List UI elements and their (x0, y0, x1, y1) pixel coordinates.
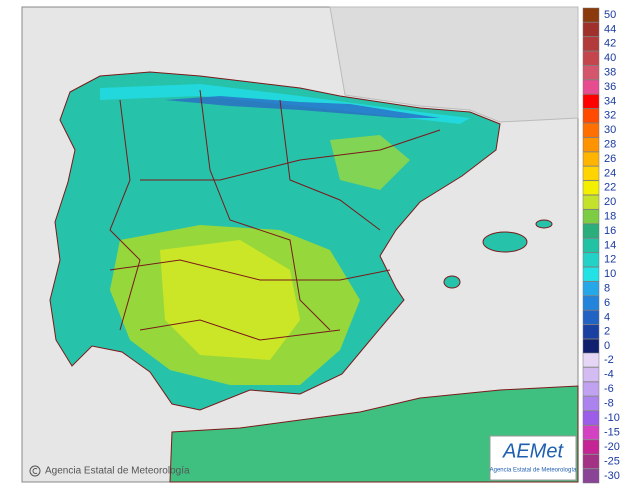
legend-swatch (582, 166, 600, 181)
legend-label: 22 (604, 182, 616, 194)
copyright-icon (29, 465, 41, 477)
logo-subtitle: Agencia Estatal de Meteorología (490, 468, 577, 474)
legend-label: 14 (604, 239, 616, 251)
legend-swatch (582, 454, 600, 469)
ebro-zone (330, 135, 410, 190)
legend-swatch (582, 425, 600, 440)
legend-label: 42 (604, 38, 616, 50)
logo-box (489, 435, 577, 481)
legend-swatch (582, 266, 600, 282)
legend-label: 12 (604, 254, 616, 266)
legend-swatch (582, 238, 600, 253)
legend-label: -6 (604, 383, 614, 395)
legend-label: 32 (604, 110, 616, 122)
legend-label: -10 (604, 412, 620, 424)
legend-swatch (582, 381, 600, 397)
legend-label: 28 (604, 139, 616, 151)
legend-label: 36 (604, 81, 616, 93)
legend-label: -15 (604, 426, 620, 438)
legend-label: 24 (604, 167, 616, 179)
hot-zone (160, 240, 300, 360)
legend-swatch (582, 338, 600, 354)
legend-swatch (582, 310, 600, 325)
legend-label: 4 (604, 311, 610, 323)
mallorca (482, 231, 528, 253)
legend-label: 0 (604, 340, 610, 352)
legend-label: 30 (604, 124, 616, 136)
legend-label: -20 (604, 441, 620, 453)
legend-swatch (582, 108, 600, 124)
legend-swatch (582, 194, 600, 210)
legend-label: 44 (604, 23, 616, 35)
legend-swatch (582, 324, 600, 340)
legend-label: 34 (604, 95, 616, 107)
legend-swatch (582, 94, 600, 109)
legend-swatch (582, 209, 600, 224)
credit: Agencia Estatal de Meteorología (45, 466, 190, 477)
legend-label: -25 (604, 455, 620, 467)
legend-label: -4 (604, 368, 614, 380)
legend-swatch (582, 65, 600, 80)
legend-label: 2 (604, 326, 610, 338)
legend-swatch (582, 252, 600, 268)
legend-swatch (582, 50, 600, 66)
copyright-icon (32, 468, 38, 474)
legend-swatch (582, 295, 600, 311)
legend-swatch (582, 180, 600, 196)
legend-swatch (582, 137, 600, 152)
logo: AEMet (502, 440, 564, 462)
legend-label: -8 (604, 397, 614, 409)
legend-swatch (582, 7, 600, 23)
legend-label: 16 (604, 225, 616, 237)
legend-label: 6 (604, 297, 610, 309)
legend-swatch (582, 22, 600, 37)
legend: 5044424038363432302826242220181614121086… (582, 7, 620, 484)
legend-swatch (582, 396, 600, 411)
legend-swatch (582, 151, 600, 167)
france (329, 6, 579, 123)
legend-swatch (582, 223, 600, 239)
legend-label: 18 (604, 211, 616, 223)
legend-swatch (582, 352, 600, 368)
legend-label: -2 (604, 354, 614, 366)
legend-label: 38 (604, 67, 616, 79)
mountains (165, 96, 440, 118)
ibiza (443, 275, 461, 289)
legend-label: 20 (604, 196, 616, 208)
province-borders (109, 89, 441, 341)
legend-swatch (582, 410, 600, 426)
legend-swatch (582, 281, 600, 296)
africa (169, 385, 579, 483)
legend-swatch (582, 122, 600, 138)
legend-label: 50 (604, 9, 616, 21)
legend-swatch (582, 79, 600, 95)
legend-swatch (582, 439, 600, 455)
legend-swatch (582, 367, 600, 382)
legend-label: -30 (604, 470, 620, 482)
legend-label: 40 (604, 52, 616, 64)
legend-swatch (582, 36, 600, 52)
menorca (535, 219, 553, 229)
legend-label: 10 (604, 268, 616, 280)
legend-label: 26 (604, 153, 616, 165)
legend-swatch (582, 468, 600, 484)
legend-label: 8 (604, 283, 610, 295)
